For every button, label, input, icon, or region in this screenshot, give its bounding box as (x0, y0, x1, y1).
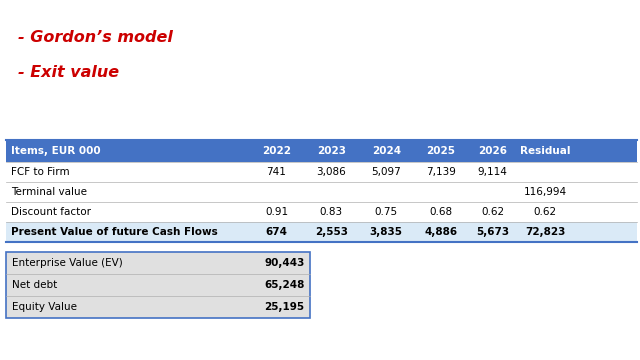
Text: Items, EUR 000: Items, EUR 000 (12, 146, 101, 156)
Text: 7,139: 7,139 (426, 167, 456, 177)
Text: 674: 674 (266, 227, 287, 237)
Bar (6, 162, 637, 182)
Text: 3,835: 3,835 (370, 227, 403, 237)
Text: FCF to Firm: FCF to Firm (12, 167, 70, 177)
Text: 0.91: 0.91 (265, 207, 288, 217)
Text: 0.62: 0.62 (481, 207, 504, 217)
Text: 116,994: 116,994 (524, 187, 567, 197)
Text: 5,097: 5,097 (371, 167, 401, 177)
Text: 0.68: 0.68 (429, 207, 452, 217)
Text: 0.62: 0.62 (534, 207, 557, 217)
Text: 2026: 2026 (478, 146, 508, 156)
Text: 90,443: 90,443 (264, 258, 305, 268)
Text: 2023: 2023 (317, 146, 346, 156)
Text: 2024: 2024 (372, 146, 401, 156)
Text: Terminal value: Terminal value (12, 187, 88, 197)
Text: 9,114: 9,114 (478, 167, 508, 177)
Text: Residual: Residual (520, 146, 571, 156)
Text: Present Value of future Cash Flows: Present Value of future Cash Flows (12, 227, 218, 237)
Text: 72,823: 72,823 (525, 227, 566, 237)
Bar (6, 140, 637, 162)
Text: 2,553: 2,553 (315, 227, 348, 237)
Text: Net debt: Net debt (12, 280, 58, 290)
Text: 741: 741 (267, 167, 287, 177)
Text: - Exit value: - Exit value (18, 65, 119, 80)
Bar (6, 202, 637, 222)
Text: Enterprise Value (EV): Enterprise Value (EV) (12, 258, 123, 268)
Text: - Gordon’s model: - Gordon’s model (18, 30, 173, 45)
Bar (6, 182, 637, 202)
Bar (6, 252, 310, 318)
Text: Equity Value: Equity Value (12, 302, 77, 312)
Bar (6, 222, 637, 242)
Text: 2022: 2022 (262, 146, 291, 156)
Text: 0.75: 0.75 (374, 207, 398, 217)
Text: 5,673: 5,673 (476, 227, 509, 237)
Text: 0.83: 0.83 (320, 207, 343, 217)
Bar (6, 252, 310, 318)
Text: 65,248: 65,248 (264, 280, 305, 290)
Text: 2025: 2025 (427, 146, 456, 156)
Text: 25,195: 25,195 (264, 302, 305, 312)
Text: 3,086: 3,086 (317, 167, 346, 177)
Text: Discount factor: Discount factor (12, 207, 92, 217)
Text: 4,886: 4,886 (424, 227, 458, 237)
